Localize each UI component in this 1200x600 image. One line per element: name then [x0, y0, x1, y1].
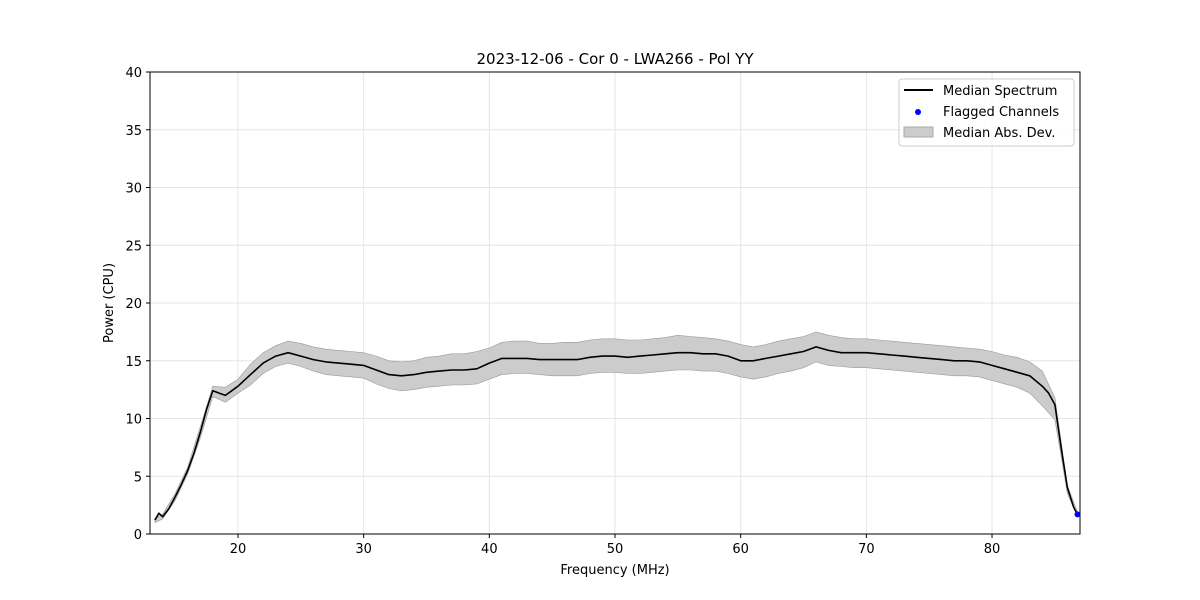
x-axis-label: Frequency (MHz): [560, 563, 669, 578]
flagged-channel-point: [1074, 511, 1081, 518]
legend: Median Spectrum Flagged Channels Median …: [898, 78, 1075, 147]
x-tick-label: 20: [230, 542, 247, 557]
x-tick-label: 30: [355, 542, 372, 557]
legend-band-label: Median Abs. Dev.: [943, 126, 1055, 141]
y-tick-label: 40: [125, 66, 142, 81]
y-axis-ticks: 0 5 10 15 20 25 30 35 40: [125, 66, 150, 543]
chart-title: 2023-12-06 - Cor 0 - LWA266 - Pol YY: [477, 50, 755, 68]
legend-band-swatch: [903, 126, 934, 138]
y-tick-label: 35: [125, 124, 142, 139]
y-tick-label: 10: [125, 413, 142, 428]
x-tick-label: 50: [607, 542, 624, 557]
flagged-points-group: [1074, 511, 1081, 518]
x-tick-label: 60: [732, 542, 749, 557]
legend-median-label: Median Spectrum: [943, 84, 1057, 99]
y-tick-label: 5: [134, 470, 142, 485]
y-tick-label: 30: [125, 182, 142, 197]
legend-flagged-swatch: [915, 109, 921, 115]
x-tick-label: 80: [984, 542, 1001, 557]
y-tick-label: 20: [125, 297, 142, 312]
median-line-group: [154, 346, 1079, 521]
y-axis-label: Power (CPU): [102, 263, 117, 343]
median-spectrum-line: [154, 346, 1079, 521]
x-tick-label: 70: [858, 542, 875, 557]
x-axis-ticks: 20 30 40 50 60 70 80: [230, 534, 1001, 557]
legend-frame: [898, 78, 1075, 147]
y-tick-label: 15: [125, 355, 142, 370]
x-tick-label: 40: [481, 542, 498, 557]
y-tick-label: 0: [134, 528, 142, 543]
y-tick-label: 25: [125, 239, 142, 254]
legend-flagged-label: Flagged Channels: [943, 105, 1059, 120]
